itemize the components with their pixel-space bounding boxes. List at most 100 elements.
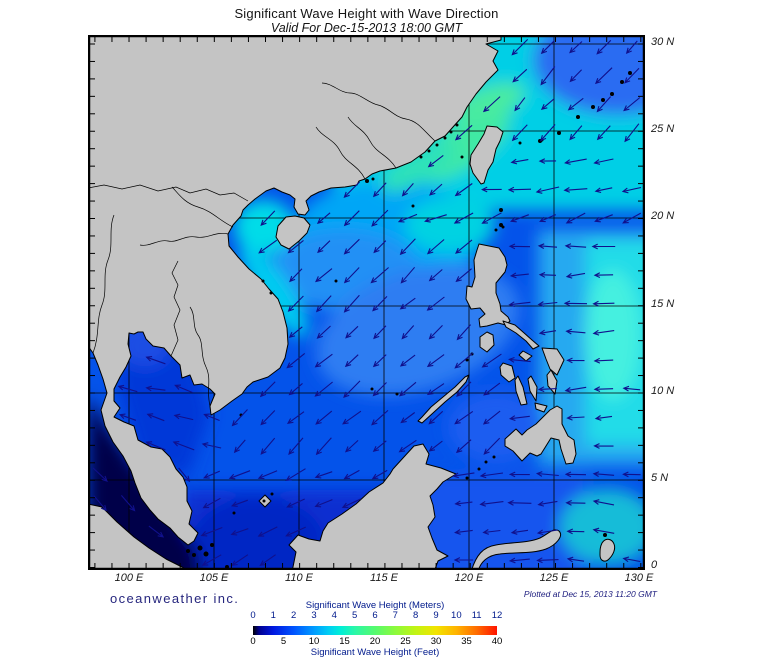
wave-direction-arrow [592,499,615,506]
wave-direction-arrow [172,441,195,451]
islet [601,98,605,102]
wave-direction-arrow [479,500,504,507]
landmass-borneo [288,443,457,570]
wave-direction-arrow [593,158,614,165]
landmass-samar [541,347,565,376]
wave-direction-arrow [538,329,557,336]
wave-direction-arrow [482,529,501,535]
wave-direction-arrow [93,495,107,512]
wave-direction-arrow [288,382,303,396]
landmass-halmahera [599,538,616,562]
wave-direction-arrow [454,529,473,535]
landmass-bicol [502,320,540,350]
wave-direction-arrow [174,384,193,394]
wave-direction-arrow [564,243,587,249]
wave-direction-arrow [454,124,473,141]
wave-direction-arrow [201,442,222,449]
wave-direction-arrow [178,467,191,483]
colorbar-feet-tick-5: 5 [280,636,287,647]
wave-direction-arrow [372,182,387,198]
wave-direction-arrow [258,239,278,254]
wave-direction-arrow [317,240,331,254]
wave-direction-arrow [596,125,611,141]
wave-direction-arrow [257,526,278,537]
valid-time-subtitle: Valid For Dec-15-2013 18:00 GMT [270,21,463,35]
wave-direction-arrow [514,97,526,112]
islet [262,499,266,503]
wave-direction-arrow [565,328,586,335]
wave-direction-arrow [511,124,528,142]
islet [610,92,614,96]
islet [261,279,265,283]
lat-label-10-n: 10 N [651,385,675,397]
wave-direction-arrow [596,96,612,113]
islet [501,225,505,229]
wave-direction-arrow [622,385,641,392]
wave-direction-arrow [201,554,222,566]
wave-direction-arrow [343,210,360,227]
sea-region-north-of-taiwan [451,83,525,123]
page-title: Significant Wave Height with Wave Direct… [234,6,499,21]
wave-direction-arrow [203,413,220,422]
wave-direction-arrow [343,380,361,398]
wave-direction-arrow [537,500,558,507]
wave-direction-arrow [200,526,223,537]
lat-label-25-n: 25 N [651,123,675,135]
wave-direction-arrow [341,498,362,508]
sea-region-southwest-of-strait [380,142,456,192]
wave-direction-arrow [622,556,641,563]
islet [576,115,580,119]
wave-direction-arrow [455,439,472,454]
landmasses [88,35,616,570]
wave-direction-arrow [371,409,389,426]
wave-direction-arrow [621,186,642,194]
wave-direction-arrow [343,267,360,284]
wave-direction-arrow [624,123,640,143]
islet [603,533,607,537]
wave-direction-arrow [426,239,445,255]
colorbar-feet-tick-0: 0 [250,636,256,647]
wave-direction-arrow [426,296,445,311]
landmass-palawan [417,374,470,424]
wave-direction-arrow [145,356,166,365]
islet [460,155,464,159]
lon-label-105-e: 105 E [199,572,229,584]
wave-direction-arrow [286,411,305,425]
landmass-mindoro [479,331,495,353]
islet [270,492,274,496]
wave-direction-arrow [593,386,614,393]
islet [411,204,415,208]
wave-direction-arrow [428,325,443,340]
wave-direction-arrow [342,410,362,425]
wave-direction-arrow [540,66,556,86]
wave-direction-arrow [454,500,473,507]
sea-region-karimata [193,498,323,570]
wave-direction-arrow [567,97,584,111]
lat-label-15-n: 15 N [651,298,675,310]
wave-direction-arrows [92,39,642,567]
colorbar-feet-tick-15: 15 [339,636,350,647]
wave-direction-arrow [426,383,445,396]
lat-label-5-n: 5 N [651,472,669,484]
wave-direction-arrow [452,472,475,479]
wave-direction-arrow [145,441,166,451]
wave-direction-arrow [540,124,556,142]
colorbar-feet-tick-35: 35 [461,636,472,647]
wave-direction-arrow [372,354,387,368]
colorbar-meters-tick-2: 2 [291,610,297,621]
wave-direction-arrow [231,554,249,567]
wave-direction-arrow [592,527,615,534]
lon-label-130-e: 130 E [624,572,654,584]
wave-direction-arrow [146,413,165,422]
wave-direction-arrow [315,410,333,425]
islet [435,143,439,147]
wave-direction-arrow [564,158,587,165]
wave-direction-arrow [624,67,640,84]
wave-direction-arrow [429,183,443,196]
wave-direction-arrow [316,325,331,339]
wave-direction-arrow [203,470,221,479]
wave-direction-arrow [202,497,221,509]
wave-direction-arrow [257,470,278,480]
islet [628,71,632,75]
